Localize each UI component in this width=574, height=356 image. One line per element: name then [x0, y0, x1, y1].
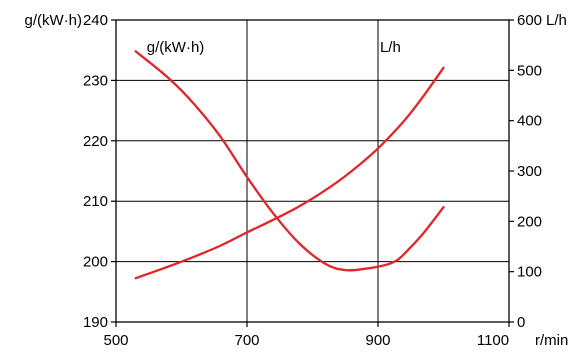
right-tick-label: 300: [517, 163, 542, 180]
left-axis-unit: g/(kW·h): [25, 12, 83, 29]
curves: [134, 50, 445, 280]
x-axis-unit: r/min: [535, 332, 568, 349]
x-tick-label: 700: [234, 332, 259, 349]
x-axis-ticks: 500 700 900 1100: [103, 322, 510, 349]
right-tick-label: 600: [517, 12, 542, 29]
plot-frame: [115, 19, 510, 323]
left-tick-label: 230: [83, 72, 108, 89]
right-tick-label: 400: [517, 113, 542, 130]
curve-label: L/h: [380, 39, 401, 56]
left-tick-label: 200: [83, 254, 108, 271]
x-tick-label: 500: [103, 332, 128, 349]
left-tick-label: 220: [83, 133, 108, 150]
x-tick-label: 900: [365, 332, 390, 349]
curve-label: g/(kW·h): [147, 39, 205, 56]
right-tick-label: 100: [517, 264, 542, 281]
right-axis-unit: L/h: [546, 12, 567, 29]
right-tick-label: 500: [517, 62, 542, 79]
series-line-specific-consumption: [134, 50, 445, 272]
right-tick-label: 0: [517, 314, 525, 331]
x-tick-label: 1100: [477, 332, 509, 349]
left-tick-label: 240: [83, 12, 108, 29]
series-line-fuel-flow: [134, 66, 445, 280]
left-tick-label: 210: [83, 193, 108, 210]
right-axis-ticks: 0 100 200 300 400 500 600: [509, 12, 542, 331]
right-tick-label: 200: [517, 213, 542, 230]
left-tick-label: 190: [83, 314, 108, 331]
curve-annotations: g/(kW·h) L/h: [147, 39, 401, 56]
left-axis-ticks: 190 200 210 220 230 240: [83, 12, 116, 331]
grid: [116, 20, 509, 322]
